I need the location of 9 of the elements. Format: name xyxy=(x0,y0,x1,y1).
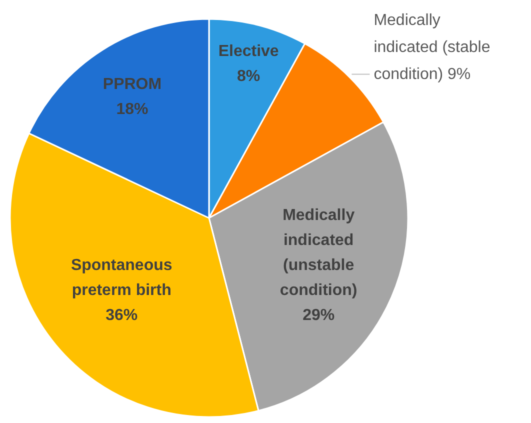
data-label: 36% xyxy=(106,306,138,324)
slice-label: PPROM xyxy=(102,76,162,94)
data-label: 29% xyxy=(302,306,335,324)
data-label: 8% xyxy=(237,68,260,85)
data-label: 18% xyxy=(116,101,148,118)
slice-label: Elective xyxy=(218,42,279,60)
slice-label: Medically indicated (unstable condition) xyxy=(280,206,358,299)
slice-label: Medically indicated (stable condition) 9% xyxy=(374,12,490,83)
slice-label: Spontaneous preterm birth xyxy=(70,256,172,299)
